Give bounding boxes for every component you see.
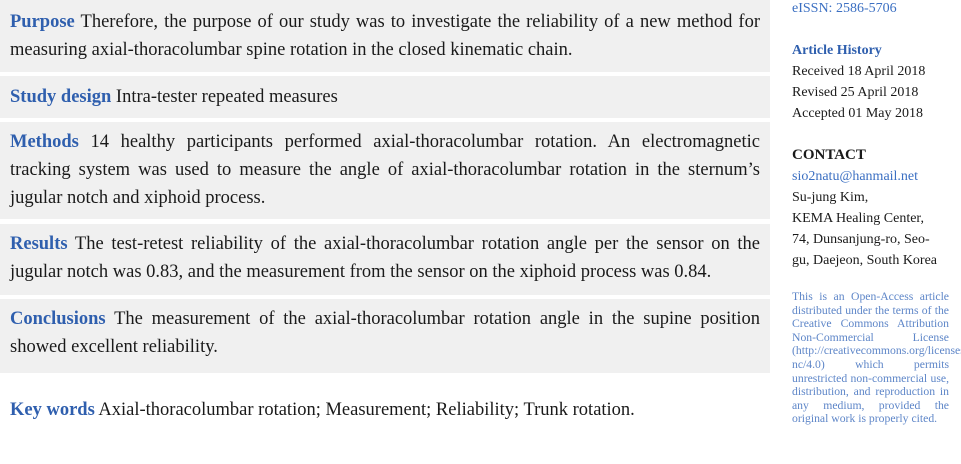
contact-line: Su-jung Kim, <box>792 190 869 205</box>
contact-line: KEMA Healing Center, <box>792 211 925 226</box>
results-text: The test-retest reliability of the axial… <box>10 234 760 282</box>
methods-section: Methods 14 healthy participants performe… <box>0 122 770 219</box>
contact-title: CONTACT <box>792 147 866 163</box>
purpose-section: Purpose Therefore, the purpose of our st… <box>0 0 770 72</box>
purpose-text: Therefore, the purpose of our study was … <box>10 12 760 60</box>
keywords-section: Key words Axial-thoracolumbar rotation; … <box>10 396 635 424</box>
results-section: Results The test-retest reliability of t… <box>0 224 770 295</box>
study-design-text: Intra-tester repeated measures <box>115 87 338 107</box>
contact-block: CONTACT sio2natu@hanmail.net Su-jung Kim… <box>792 145 952 271</box>
license-notice: This is an Open-Access article distribut… <box>792 290 961 426</box>
contact-email-link[interactable]: sio2natu@hanmail.net <box>792 169 919 184</box>
article-history-title: Article History <box>792 43 882 58</box>
purpose-label: Purpose <box>10 12 75 32</box>
methods-text: 14 healthy participants performed axial-… <box>10 132 761 208</box>
received-date: Received 18 April 2018 <box>792 64 926 79</box>
revised-date: Revised 25 April 2018 <box>792 85 919 100</box>
keywords-label: Key words <box>10 400 95 420</box>
keywords-text: Axial-thoracolumbar rotation; Measuremen… <box>98 400 635 420</box>
eissn: eISSN: 2586-5706 <box>792 1 897 16</box>
contact-line: gu, Daejeon, South Korea <box>792 253 938 268</box>
contact-line: 74, Dunsanjung-ro, Seo- <box>792 232 930 247</box>
results-label: Results <box>10 234 68 254</box>
study-design-label: Study design <box>10 87 112 107</box>
conclusions-label: Conclusions <box>10 309 106 329</box>
accepted-date: Accepted 01 May 2018 <box>792 106 924 121</box>
conclusions-text: The measurement of the axial-thoracolumb… <box>10 309 760 357</box>
article-history: Article History Received 18 April 2018 R… <box>792 40 952 124</box>
methods-label: Methods <box>10 132 79 152</box>
study-design-section: Study design Intra-tester repeated measu… <box>0 76 770 118</box>
conclusions-section: Conclusions The measurement of the axial… <box>0 299 770 373</box>
